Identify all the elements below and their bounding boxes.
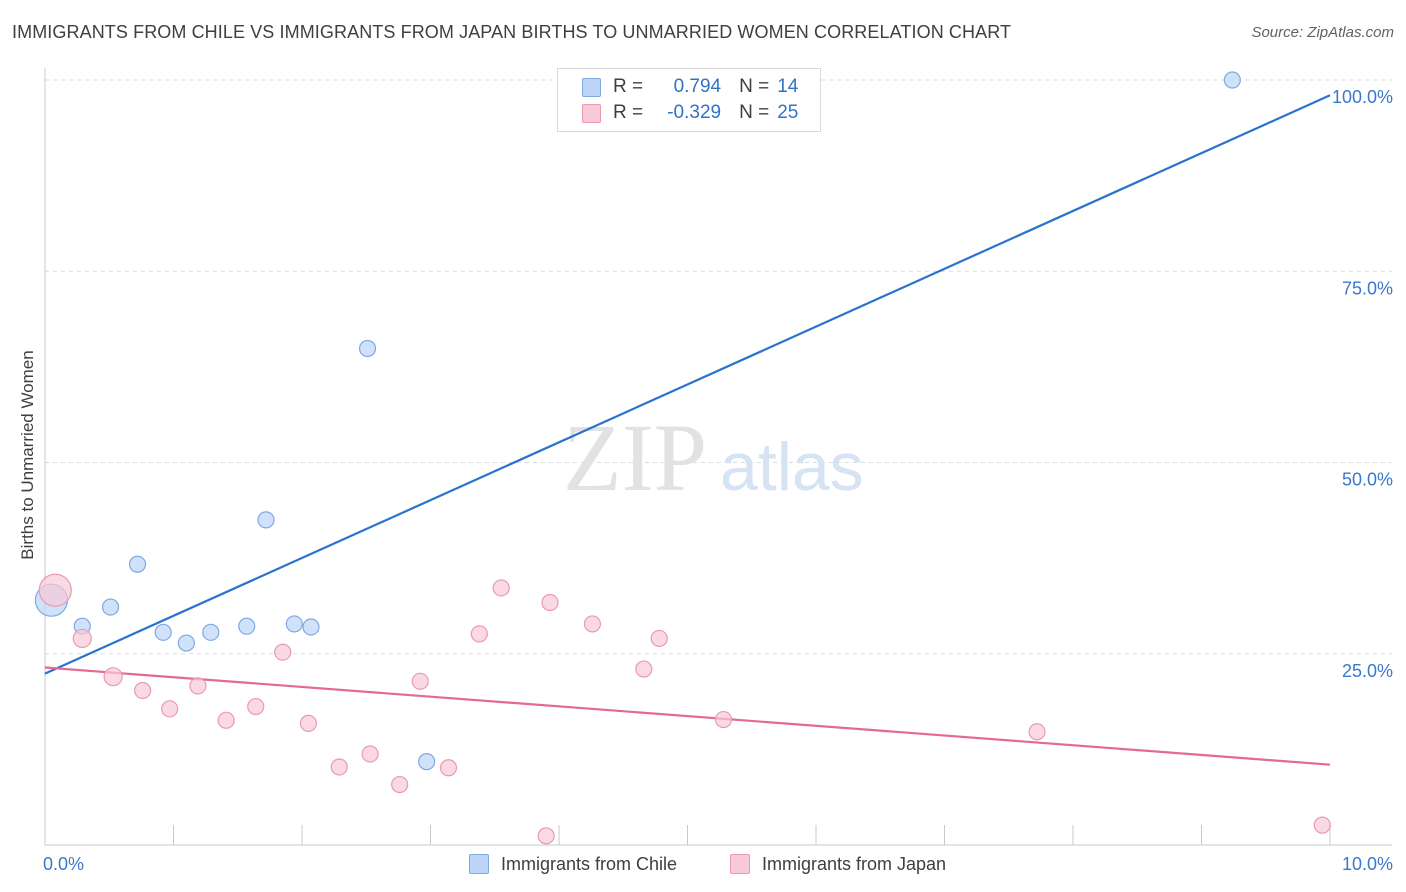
y-tick-label-50: 50.0% (1342, 470, 1393, 490)
legend-r-label: R = (613, 102, 644, 123)
x-tick-label-min: 0.0% (43, 854, 84, 874)
point-japan-8 (274, 643, 292, 661)
bottom-legend-swatch-japan (730, 854, 750, 874)
point-japan-10 (330, 758, 348, 776)
point-japan-24 (1313, 816, 1331, 834)
data-points (34, 71, 1331, 845)
tick-labels: 25.0% 50.0% 75.0% 100.0% 0.0% 10.0% (43, 87, 1393, 874)
point-japan-5 (189, 677, 207, 695)
bottom-legend-label-japan: Immigrants from Japan (762, 853, 947, 874)
point-japan-0 (38, 573, 72, 607)
point-japan-14 (439, 759, 458, 777)
legend-n-value-japan: 25 (777, 102, 799, 123)
point-japan-9 (299, 714, 318, 732)
legend-swatch-japan (582, 103, 601, 123)
bottom-legend-chile: Immigrants from Chile (469, 851, 677, 877)
legend-r-label: R = (613, 76, 644, 97)
y-tick-label-75: 75.0% (1342, 278, 1393, 298)
point-japan-6 (217, 711, 235, 729)
point-chile-5 (177, 634, 195, 652)
point-japan-12 (391, 775, 409, 794)
point-japan-1 (72, 628, 92, 649)
point-japan-3 (134, 681, 152, 700)
point-japan-7 (247, 697, 265, 716)
point-japan-13 (411, 672, 429, 690)
point-japan-18 (541, 593, 559, 612)
legend-n-label: N = (739, 102, 770, 123)
point-chile-2 (101, 598, 120, 616)
point-chile-9 (285, 615, 303, 633)
point-japan-23 (1028, 723, 1046, 741)
legend-r-value-chile: 0.794 (673, 76, 722, 97)
legend-n-label: N = (739, 76, 770, 97)
chart-title: IMMIGRANTS FROM CHILE VS IMMIGRANTS FROM… (12, 22, 1012, 42)
axes (44, 68, 1392, 846)
bottom-legend-japan: Immigrants from Japan (730, 851, 946, 877)
watermark-zip: ZIP (563, 404, 707, 511)
point-japan-4 (161, 700, 179, 718)
point-chile-3 (128, 555, 147, 573)
point-japan-2 (103, 667, 123, 687)
point-japan-21 (650, 629, 668, 648)
legend-swatch-chile (582, 77, 601, 97)
point-chile-4 (154, 623, 172, 641)
correlation-legend: R = 0.794 N = 14 R = -0.329 N = 25 (557, 68, 821, 132)
point-japan-19 (583, 615, 602, 633)
source-credit: Source: ZipAtlas.com (1251, 24, 1394, 41)
watermark-atlas: atlas (720, 429, 864, 505)
y-tick-label-100: 100.0% (1332, 87, 1393, 107)
point-japan-22 (714, 710, 733, 729)
point-japan-20 (635, 660, 653, 678)
point-japan-17 (537, 827, 555, 845)
point-chile-7 (238, 617, 256, 635)
point-chile-6 (202, 623, 220, 641)
y-tick-label-25: 25.0% (1342, 661, 1393, 681)
point-chile-12 (418, 753, 436, 771)
point-japan-15 (470, 625, 488, 643)
point-japan-11 (361, 745, 379, 763)
point-chile-10 (302, 618, 320, 636)
grid-lines (45, 79, 1392, 655)
y-axis-title: Births to Unmarried Women (18, 350, 37, 560)
legend-row-japan: R = -0.329 N = 25 (582, 100, 798, 126)
x-tick-label-max: 10.0% (1342, 854, 1393, 874)
point-chile-8 (257, 511, 275, 529)
watermark: ZIP atlas (563, 404, 864, 511)
legend-r-value-japan: -0.329 (667, 102, 722, 123)
trend-line-chile (44, 94, 1331, 675)
trend-lines (44, 94, 1331, 766)
point-chile-11 (358, 339, 377, 358)
legend-row-chile: R = 0.794 N = 14 (582, 74, 798, 100)
bottom-legend-label-chile: Immigrants from Chile (501, 853, 678, 874)
bottom-legend-swatch-chile (469, 854, 489, 874)
point-chile-13 (1223, 71, 1241, 89)
point-japan-16 (492, 579, 510, 597)
trend-line-japan (44, 666, 1331, 766)
legend-n-value-chile: 14 (777, 76, 799, 97)
